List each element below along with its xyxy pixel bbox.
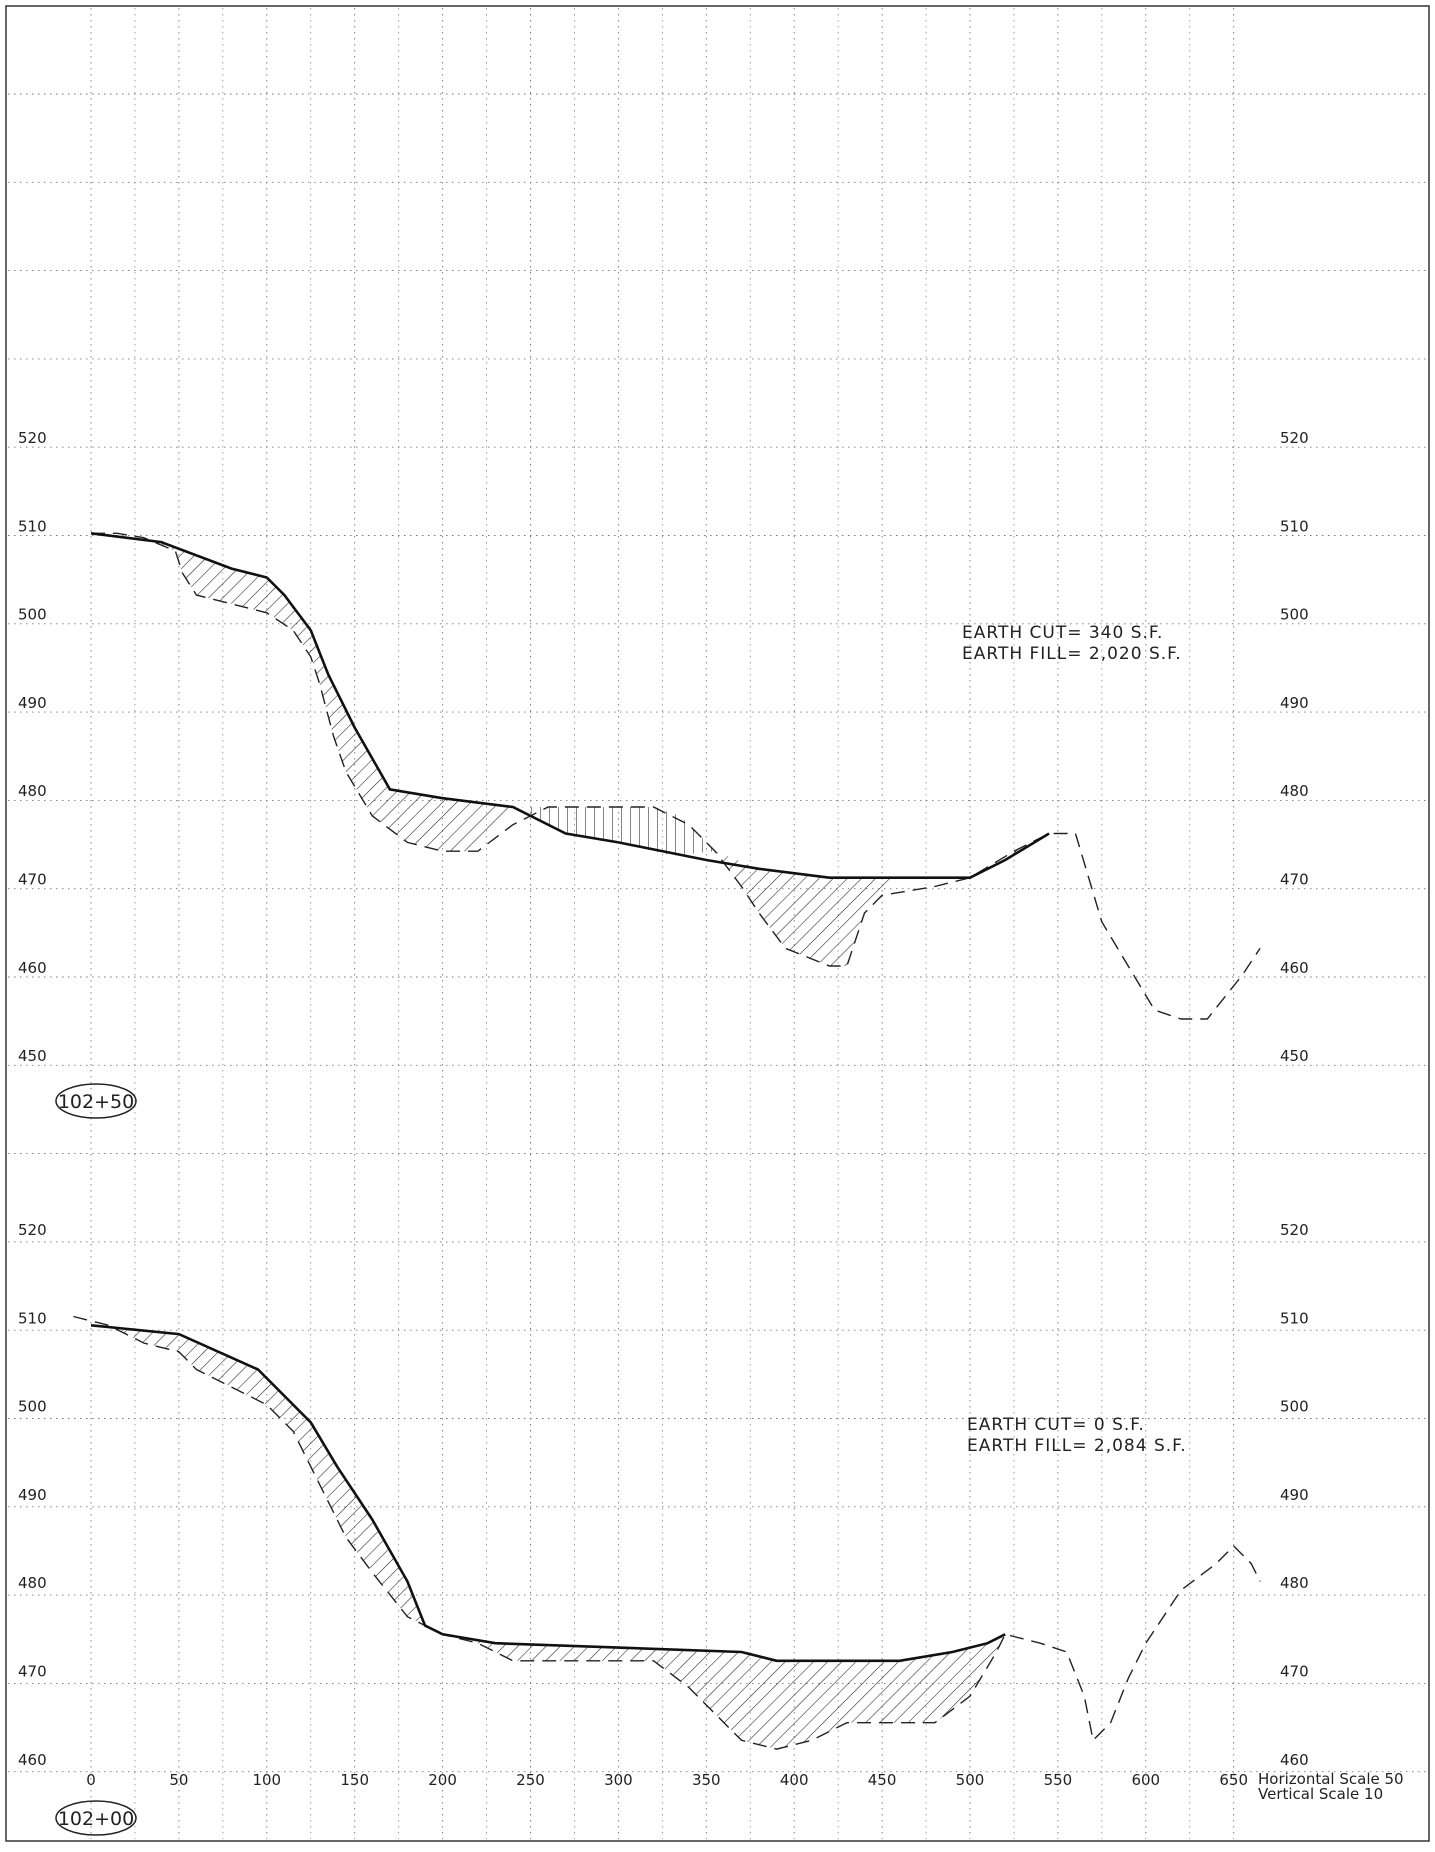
elevation-label-right: 480 [1280,782,1309,800]
elevation-label-left: 500 [18,606,47,624]
station-label: 102+00 [58,1808,134,1830]
elevation-label-left: 520 [18,429,47,447]
elevation-label-right: 470 [1280,871,1309,889]
station-axis-label: 200 [428,1771,457,1789]
station-axis-label: 350 [692,1771,721,1789]
cut-areas [521,807,716,856]
station-axis-label: 300 [604,1771,633,1789]
elevation-label-left: 500 [18,1398,47,1416]
elevation-label-right: 500 [1280,606,1309,624]
proposed-grade-line [90,532,1050,879]
existing-ground-line [73,1315,1261,1750]
elevation-label-left: 480 [18,782,47,800]
elevation-label-right: 490 [1280,694,1309,712]
elevation-label-left: 460 [18,959,47,977]
sheet-frame [5,5,1430,1842]
earth-cut-label: EARTH CUT= 340 S.F. [962,623,1163,643]
elevation-label-right: 460 [1280,959,1309,977]
elevation-label-left: 510 [18,1309,47,1327]
proposed-grade-line [90,1324,1006,1663]
elevation-labels: 520 520 510 510 500 500 490 490 480 480 470 470 460 4… [18,1221,1309,1769]
elevation-label-right: 510 [1280,1309,1309,1327]
earth-cut-label: EARTH CUT= 0 S.F. [967,1415,1145,1435]
station-axis-label: 450 [868,1771,897,1789]
station-axis-label: 0 [86,1771,96,1789]
horizontal-scale-note: Horizontal Scale 50 [1258,1770,1404,1788]
station-axis-label: 150 [340,1771,369,1789]
station-axis-label: 100 [252,1771,281,1789]
elevation-label-right: 480 [1280,1574,1309,1592]
fill-areas [91,1325,1006,1750]
elevation-label-right: 520 [1280,429,1309,447]
elevation-label-left: 490 [18,694,47,712]
elevation-label-left: 480 [18,1574,47,1592]
sheet-border [5,5,1430,1842]
station-marker [55,1083,137,1119]
station-axis-labels: 0 50 100 150 200 250 300 350 400 450 500 550 600 650 [86,1771,1248,1789]
earth-fill-label: EARTH FILL= 2,020 S.F. [962,644,1182,664]
existing-ground-line [91,532,1261,1020]
elevation-label-left: 470 [18,871,47,889]
elevation-label-right: 470 [1280,1663,1309,1681]
station-axis-label: 650 [1219,1771,1248,1789]
fill-areas [126,533,1050,966]
elevation-label-left: 520 [18,1221,47,1239]
elevation-label-left: 470 [18,1663,47,1681]
elevation-label-left: 450 [18,1047,47,1065]
elevation-label-right: 450 [1280,1047,1309,1065]
fill-hatch-area [715,851,900,966]
section-102-50: 520 520 510 510 500 500 490 490 480 480 470 470 460 4… [18,429,1309,1119]
station-label: 102+50 [58,1091,134,1113]
elevation-labels: 520 520 510 510 500 500 490 490 480 480 470 470 460 4… [18,429,1309,1065]
elevation-label-right: 510 [1280,517,1309,535]
station-axis-label: 600 [1131,1771,1160,1789]
elevation-label-left: 490 [18,1486,47,1504]
elevation-label-left: 510 [18,517,47,535]
station-marker [55,1800,137,1836]
elevation-label-right: 500 [1280,1398,1309,1416]
station-axis-label: 550 [1044,1771,1073,1789]
elevation-label-right: 520 [1280,1221,1309,1239]
fill-hatch-area [91,1325,1006,1750]
station-axis-label: 400 [780,1771,809,1789]
earth-fill-label: EARTH FILL= 2,084 S.F. [967,1436,1187,1456]
elevation-label-left: 460 [18,1751,47,1769]
station-axis-label: 50 [169,1771,188,1789]
fill-hatch-area [126,533,513,852]
station-axis-label: 250 [516,1771,545,1789]
elevation-label-right: 490 [1280,1486,1309,1504]
elevation-label-right: 460 [1280,1751,1309,1769]
vertical-scale-note: Vertical Scale 10 [1258,1785,1383,1803]
station-axis-label: 500 [956,1771,985,1789]
grid-lines [8,8,1427,1839]
cut-hatch-area [521,807,716,856]
